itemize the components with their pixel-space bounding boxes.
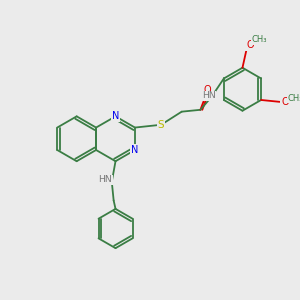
Text: CH₃: CH₃ xyxy=(288,94,300,103)
Text: N: N xyxy=(112,111,119,121)
Text: CH₃: CH₃ xyxy=(251,35,267,44)
Text: O: O xyxy=(246,40,254,50)
Text: O: O xyxy=(203,85,211,95)
Text: O: O xyxy=(282,97,289,107)
Text: HN: HN xyxy=(98,176,112,184)
Text: HN: HN xyxy=(202,91,216,100)
Text: N: N xyxy=(131,145,139,155)
Text: S: S xyxy=(158,120,164,130)
